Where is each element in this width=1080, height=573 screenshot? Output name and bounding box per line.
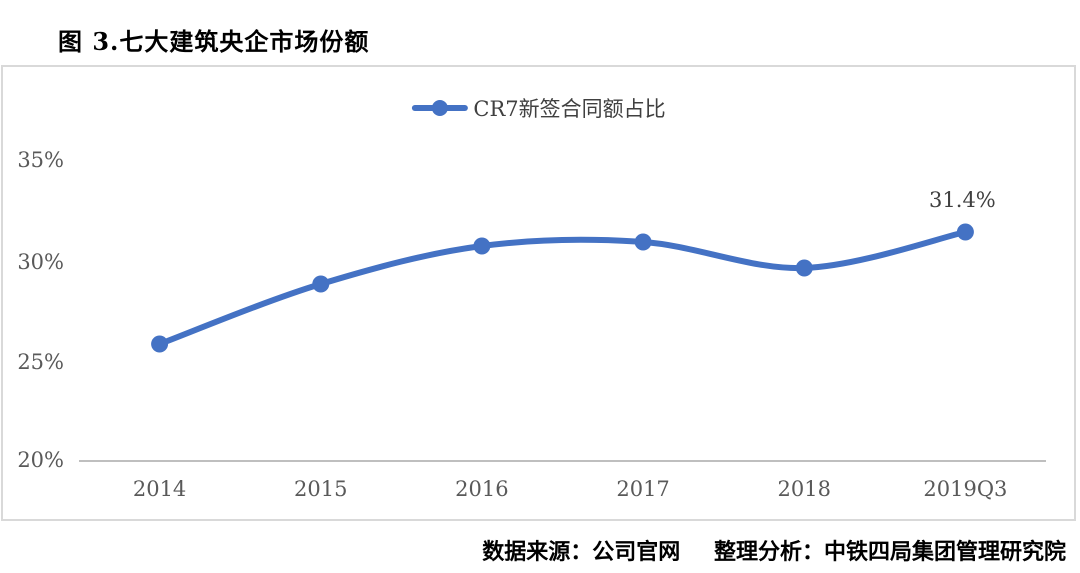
- y-axis-tick-label: 30%: [17, 250, 64, 274]
- line-chart-svg: [79, 223, 1046, 462]
- page-title: 图 3.七大建筑央企市场份额: [58, 27, 370, 56]
- analysis-label: 整理分析：中铁四局集团管理研究院: [713, 539, 1066, 565]
- series-line: [156, 229, 969, 347]
- x-axis-tick-label: 2018: [777, 477, 831, 501]
- chart-area: CR7新签合同额占比 35% 30% 25% 20% 31.4% 2014 20…: [1, 65, 1076, 521]
- data-source-label: 数据来源：公司官网: [482, 539, 681, 565]
- x-axis-tick-label: 2019Q3: [923, 477, 1008, 501]
- y-axis-tick-label: 35%: [17, 148, 64, 172]
- data-point-marker: [956, 223, 974, 241]
- data-point-marker: [473, 237, 491, 255]
- data-point-marker: [151, 335, 169, 353]
- legend: CR7新签合同额占比: [411, 93, 666, 123]
- legend-line-marker-icon: [411, 99, 468, 117]
- y-axis-tick-label: 20%: [17, 448, 64, 472]
- x-axis-tick-label: 2017: [616, 477, 670, 501]
- x-axis-tick-label: 2016: [455, 477, 509, 501]
- legend-dot-icon: [431, 100, 448, 116]
- y-axis-tick-label: 25%: [17, 350, 64, 374]
- data-point-marker: [795, 259, 813, 277]
- data-point-marker: [312, 275, 330, 293]
- legend-label: CR7新签合同额占比: [473, 97, 666, 121]
- x-axis-tick-label: 2015: [294, 477, 348, 501]
- source-note: 数据来源：公司官网 整理分析：中铁四局集团管理研究院: [482, 534, 1066, 566]
- x-axis-tick-label: 2014: [132, 477, 187, 501]
- last-point-data-label: 31.4%: [929, 188, 996, 212]
- data-point-marker: [634, 233, 652, 251]
